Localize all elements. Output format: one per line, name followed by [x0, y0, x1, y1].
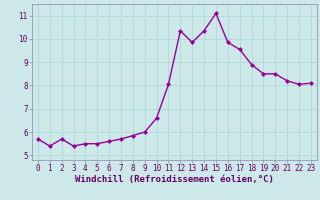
- X-axis label: Windchill (Refroidissement éolien,°C): Windchill (Refroidissement éolien,°C): [75, 175, 274, 184]
